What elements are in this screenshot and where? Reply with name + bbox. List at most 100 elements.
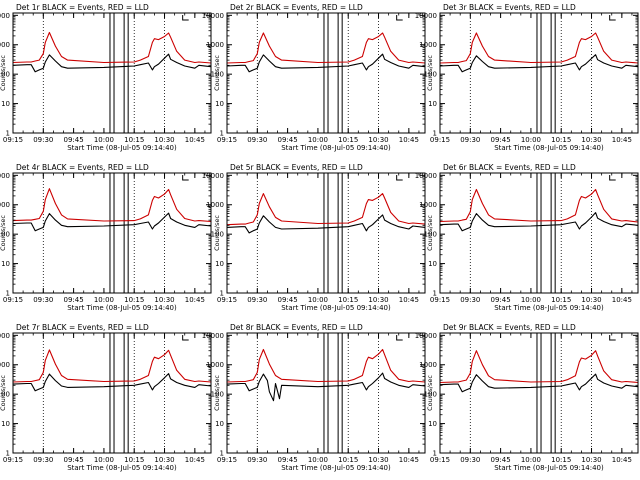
y-tick-label: 1 [6, 290, 10, 298]
y-tick-label: 1 [220, 290, 224, 298]
y-tick-label: 100 [424, 231, 437, 239]
x-tick-label: 09:30 [460, 296, 480, 304]
x-tick-label: 09:45 [278, 296, 298, 304]
x-tick-label: 10:30 [368, 296, 388, 304]
y-tick-label: 1000 [206, 41, 224, 49]
panel-title: Det 4r BLACK = Events, RED = LLD [16, 163, 149, 172]
plot-frame [12, 332, 212, 454]
series-lld-line [226, 348, 426, 383]
x-tick-label: 09:15 [3, 136, 23, 144]
x-tick-label: 09:15 [3, 296, 23, 304]
y-tick-label: 100 [211, 231, 224, 239]
x-tick-label: 10:00 [308, 136, 328, 144]
x-axis-label: Start Time (08-Jul-05 09:14:40) [281, 144, 391, 152]
x-tick-label: 09:45 [491, 296, 511, 304]
series-lld-line [226, 32, 426, 64]
x-tick-label: 09:15 [430, 296, 450, 304]
x-tick-label: 10:30 [154, 136, 174, 144]
x-tick-label: 10:45 [185, 136, 205, 144]
x-tick-label: 10:30 [368, 456, 388, 464]
series-events-line [12, 373, 212, 392]
panel-det-8: Det 8r BLACK = Events, RED = LLD Counts/s… [202, 323, 426, 472]
y-axis-label: Counts/sec [426, 55, 434, 91]
x-tick-label: 09:15 [430, 136, 450, 144]
x-axis-label: Start Time (08-Jul-05 09:14:40) [494, 464, 604, 472]
y-tick-label: 10 [1, 260, 10, 268]
y-tick-label: 1 [6, 130, 10, 138]
series-events-line [226, 214, 426, 234]
x-tick-label: 10:45 [399, 136, 419, 144]
y-axis-label: Counts/sec [426, 375, 434, 411]
x-tick-label: 10:45 [612, 136, 632, 144]
x-tick-label: 09:30 [460, 456, 480, 464]
y-tick-label: 10000 [0, 12, 10, 20]
panel-title: Det 3r BLACK = Events, RED = LLD [443, 3, 576, 12]
panel-title: Det 1r BLACK = Events, RED = LLD [16, 3, 149, 12]
panel-det-1: Det 1r BLACK = Events, RED = LLD Counts/s… [0, 3, 212, 152]
x-tick-label: 09:45 [491, 136, 511, 144]
panel-title: Det 6r BLACK = Events, RED = LLD [443, 163, 576, 172]
x-tick-label: 10:45 [185, 296, 205, 304]
x-tick-label: 10:00 [308, 456, 328, 464]
y-tick-label: 100 [0, 231, 10, 239]
y-tick-label: 100 [424, 71, 437, 79]
x-axis-label: Start Time (08-Jul-05 09:14:40) [494, 304, 604, 312]
x-tick-label: 09:45 [491, 456, 511, 464]
y-axis-label: Counts/sec [0, 55, 7, 91]
plot-frame [12, 12, 212, 134]
series-lld-line [439, 350, 639, 384]
x-tick-label: 09:30 [247, 136, 267, 144]
x-tick-label: 09:30 [33, 296, 53, 304]
series-events-line [439, 373, 639, 393]
x-tick-label: 09:45 [278, 456, 298, 464]
y-tick-label: 1 [6, 450, 10, 458]
y-axis-label: Counts/sec [213, 215, 221, 251]
y-tick-label: 10000 [0, 332, 10, 340]
plot-frame [226, 172, 426, 294]
plot-frame [439, 332, 639, 454]
y-tick-label: 1 [220, 130, 224, 138]
x-tick-label: 09:45 [278, 136, 298, 144]
corner-marker [396, 335, 403, 341]
x-tick-label: 10:00 [521, 136, 541, 144]
plot-frame [439, 12, 639, 134]
x-tick-label: 10:15 [124, 136, 144, 144]
x-tick-label: 10:00 [308, 296, 328, 304]
series-lld-line [226, 193, 426, 226]
panel-title: Det 9r BLACK = Events, RED = LLD [443, 323, 576, 332]
x-axis-label: Start Time (08-Jul-05 09:14:40) [281, 464, 391, 472]
corner-marker [182, 335, 189, 341]
x-tick-label: 10:15 [551, 296, 571, 304]
y-tick-label: 1000 [419, 41, 437, 49]
x-tick-label: 10:30 [581, 456, 601, 464]
y-tick-label: 10 [215, 260, 224, 268]
y-tick-label: 10 [428, 420, 437, 428]
y-tick-label: 100 [0, 391, 10, 399]
y-tick-label: 10 [215, 420, 224, 428]
panel-det-2: Det 2r BLACK = Events, RED = LLD Counts/s… [202, 3, 426, 152]
plot-frame [439, 172, 639, 294]
series-lld-line [439, 32, 639, 64]
x-tick-label: 10:15 [551, 456, 571, 464]
y-tick-label: 10 [1, 100, 10, 108]
y-tick-label: 1000 [206, 201, 224, 209]
y-tick-label: 10000 [202, 12, 224, 20]
series-lld-line [12, 349, 212, 383]
plot-frame [12, 172, 212, 294]
panel-title: Det 5r BLACK = Events, RED = LLD [230, 163, 363, 172]
x-tick-label: 10:30 [154, 456, 174, 464]
x-tick-label: 10:00 [521, 296, 541, 304]
y-tick-label: 1000 [419, 361, 437, 369]
y-tick-label: 1000 [0, 361, 10, 369]
y-tick-label: 100 [211, 71, 224, 79]
x-axis-label: Start Time (08-Jul-05 09:14:40) [281, 304, 391, 312]
series-lld-line [12, 188, 212, 223]
series-events-line [12, 212, 212, 232]
x-axis-label: Start Time (08-Jul-05 09:14:40) [67, 144, 177, 152]
x-tick-label: 10:15 [338, 456, 358, 464]
panel-det-4: Det 4r BLACK = Events, RED = LLD Counts/s… [0, 163, 212, 312]
x-tick-label: 09:30 [247, 296, 267, 304]
y-tick-label: 1 [433, 450, 437, 458]
x-tick-label: 10:15 [338, 296, 358, 304]
